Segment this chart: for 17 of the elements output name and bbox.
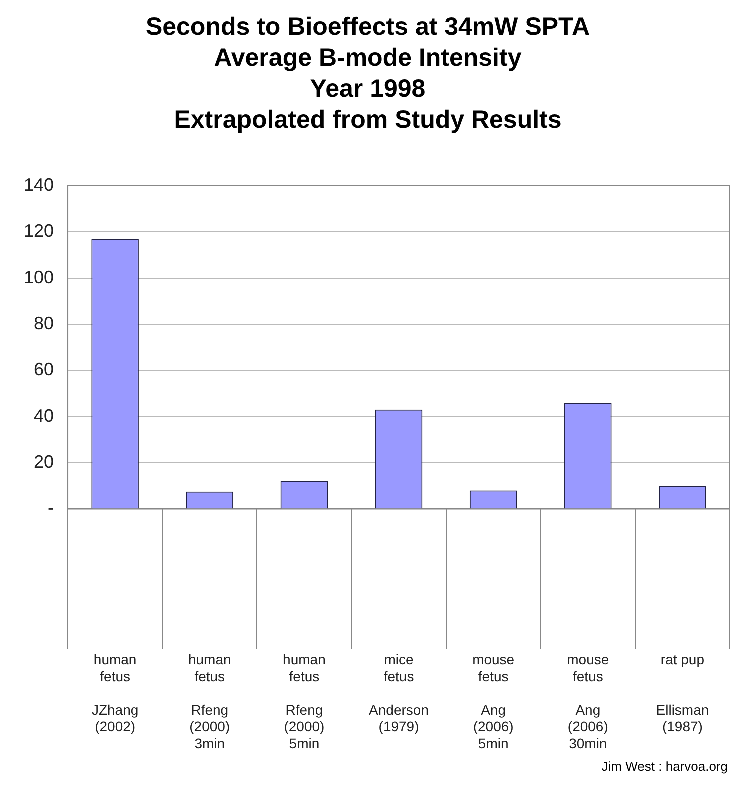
y-tick-label: 80 — [34, 313, 54, 334]
chart-title: Seconds to Bioeffects at 34mW SPTA Average B-mode Intensity Year 1998 Extrapolated from Study Results — [144, 12, 592, 136]
y-tick-label: 120 — [24, 221, 54, 242]
y-tick-label: 20 — [34, 452, 54, 472]
y-tick-label: 140 — [24, 174, 54, 195]
y-tick-label: - — [48, 498, 54, 518]
category-label: mouse fetus Ang (2006) 30min — [567, 651, 610, 752]
y-tick-label: 60 — [34, 360, 54, 380]
y-tick-label: 40 — [34, 406, 54, 426]
category-label: human fetus Rfeng (2000) 3min — [188, 651, 232, 752]
y-tick-label: 100 — [24, 267, 54, 288]
category-label: mice fetus Anderson (1979) — [369, 651, 429, 735]
category-label: rat pup Ellisman (1987) — [656, 651, 710, 735]
category-label: human fetus JZhang (2002) — [92, 651, 139, 735]
category-label: human fetus Rfeng (2000) 5min — [283, 651, 326, 752]
category-label: mouse fetus Ang (2006) 5min — [472, 651, 515, 752]
text: Jim West : harvoa.org — [602, 759, 728, 774]
